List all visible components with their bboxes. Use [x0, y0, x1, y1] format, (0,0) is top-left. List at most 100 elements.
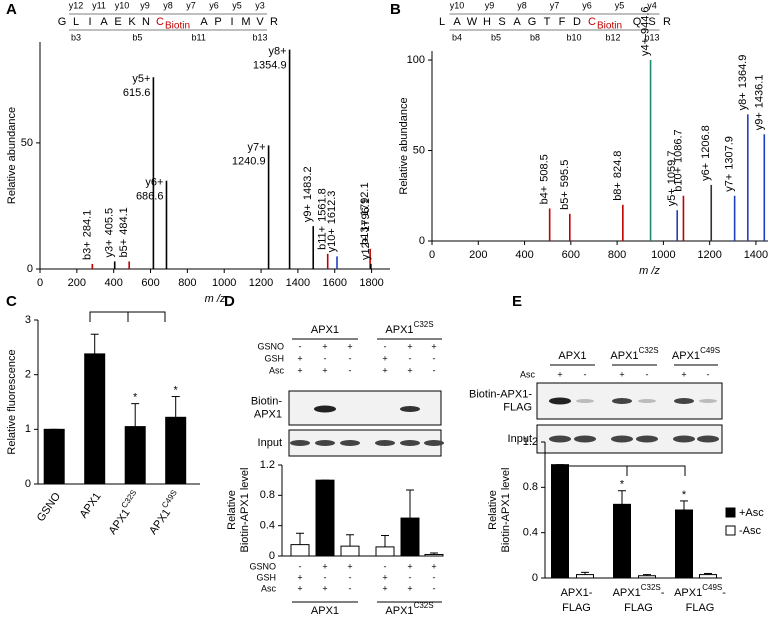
b-ion-label: b5	[491, 32, 501, 42]
peak-ion: y9+	[302, 204, 314, 222]
x-tick-label: 800	[178, 277, 196, 289]
peak-label: b10+ 1086.7	[672, 129, 684, 191]
condition-sign: +	[431, 561, 436, 571]
x-tick-label-sup: C49S	[160, 488, 179, 510]
condition-sign: +	[382, 583, 387, 593]
y-axis-label: Relative	[226, 490, 238, 530]
condition-sign: +	[681, 369, 686, 379]
peak-ion: y5+	[666, 188, 678, 206]
residue: G	[528, 16, 537, 28]
y-tick-label: 1.2	[260, 459, 275, 471]
bracket	[89, 311, 166, 322]
x-tick-label: 800	[608, 249, 626, 261]
y-tick-label: 0	[269, 550, 275, 562]
y-ion-label: y5	[232, 0, 242, 10]
x-tick-label: FLAG	[686, 602, 715, 614]
condition-sign: -	[384, 561, 387, 571]
b-ion-label: b13	[252, 32, 267, 42]
y-tick-label: 50	[21, 137, 33, 149]
x-tick-label: 1000	[212, 277, 236, 289]
condition-sign: +	[382, 353, 387, 363]
y-ion-label: y11	[92, 0, 106, 10]
peak-label: y9+ 1436.1	[753, 75, 765, 131]
residue: F	[559, 16, 566, 28]
peak-label: y5+ 1059.7	[666, 151, 678, 207]
condition-sign: -	[349, 365, 352, 375]
residue: E	[114, 16, 121, 28]
bar	[699, 574, 717, 579]
bar	[340, 545, 360, 557]
condition-sign: -	[584, 369, 587, 379]
panel-letter: B	[390, 1, 401, 18]
condition-sign: -	[324, 353, 327, 363]
b-ion-label: b3	[71, 32, 81, 42]
condition-sign: +	[382, 572, 387, 582]
residue: A	[453, 16, 461, 28]
condition-sign: +	[297, 365, 302, 375]
residue: S	[498, 16, 505, 28]
y-tick-label: 0.4	[260, 520, 275, 532]
x-tick-label: APX1	[78, 491, 104, 521]
band	[314, 405, 336, 413]
condition-sign: +	[347, 561, 352, 571]
condition-sign: +	[297, 353, 302, 363]
condition-sign: -	[409, 353, 412, 363]
y-axis-label: Relative fluorescence	[6, 349, 18, 454]
residue: G	[58, 16, 67, 28]
condition-label: Asc	[261, 583, 277, 593]
peak-label: y9+ 1483.2	[302, 166, 314, 222]
condition-sign: +	[322, 583, 327, 593]
x-tick-label: APX1C32S-	[613, 583, 665, 599]
x-tick-label: 600	[141, 277, 159, 289]
x-tick-label: 1800	[359, 277, 383, 289]
x-tick-label: APX1C49S-	[674, 583, 726, 599]
condition-sign: -	[299, 561, 302, 571]
condition-sign: -	[409, 572, 412, 582]
peak-mz: 1240.9	[232, 155, 266, 167]
b-ion-label: b11	[191, 32, 205, 42]
residue: T	[544, 16, 551, 28]
residue: K	[128, 16, 136, 28]
residue: W	[467, 16, 478, 28]
peak-mz: 1792.1	[359, 182, 371, 216]
condition-sign: -	[349, 572, 352, 582]
x-tick-label: APX1C32S	[103, 488, 144, 537]
legend-swatch	[725, 507, 736, 518]
peak-label: b5+ 484.1	[118, 207, 130, 257]
peak-label: b13+ 1792.1	[359, 182, 371, 244]
peak-label: y4+ 944.6	[639, 6, 651, 56]
condition-sign: +	[322, 365, 327, 375]
peak-mz: 1206.8	[700, 125, 712, 159]
group-label-sup: C32S	[414, 601, 434, 610]
y-tick-label: 0.8	[523, 481, 538, 493]
peak-mz: 615.6	[123, 87, 151, 99]
condition-label: GSNO	[249, 561, 276, 571]
peak-ion: y7+	[248, 141, 266, 153]
peak-ion: y6+	[700, 163, 712, 181]
panel-letter: A	[6, 1, 17, 18]
x-tick-label: 1600	[322, 277, 346, 289]
x-tick-label-sup: C32S	[641, 583, 661, 592]
group-label: APX1	[311, 324, 339, 336]
condition-sign: +	[382, 365, 387, 375]
blot-label: Biotin-	[251, 395, 283, 407]
condition-sign: -	[433, 572, 436, 582]
annotation: *	[620, 479, 625, 491]
residue: V	[256, 16, 264, 28]
x-tick-label: FLAG	[562, 602, 591, 614]
condition-sign: -	[433, 353, 436, 363]
peak-ion: y8+	[737, 92, 749, 110]
condition-sign: +	[407, 365, 412, 375]
x-tick-label-sup: C49S	[702, 583, 722, 592]
residue: L	[439, 16, 445, 28]
legend-label: -Asc	[739, 525, 762, 537]
peak-ion: b3+	[81, 241, 93, 260]
bar	[424, 553, 444, 557]
peak-ion: y3+	[104, 239, 116, 257]
group-label: APX1C32S	[385, 601, 433, 617]
peak-ion: y6+	[145, 177, 163, 189]
condition-sign: +	[557, 369, 562, 379]
residue: P	[214, 16, 221, 28]
blot-label: Input	[508, 433, 532, 445]
